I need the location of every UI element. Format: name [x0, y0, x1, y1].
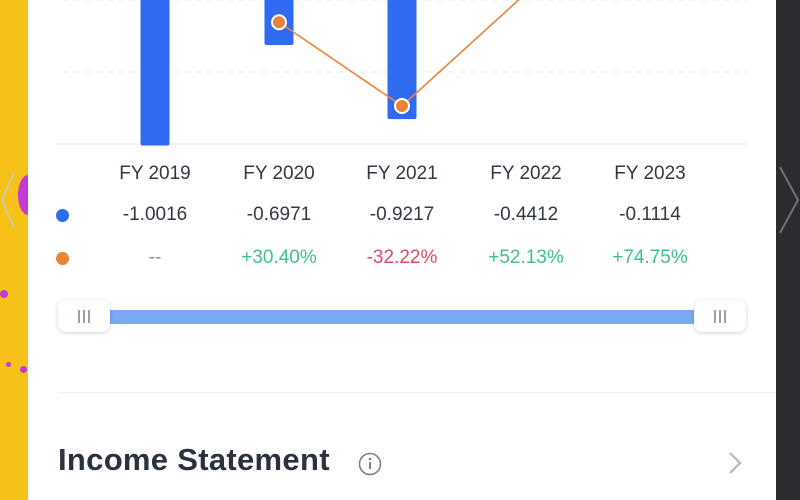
growth-value: -- — [148, 247, 162, 268]
right-background-panel — [776, 0, 800, 500]
eps-value: -1.0016 — [122, 204, 188, 225]
growth-value: -32.22% — [366, 247, 438, 268]
grip-line — [88, 309, 90, 323]
decorative-blob — [0, 290, 8, 298]
growth-point[interactable] — [271, 14, 287, 31]
growth-point[interactable] — [394, 97, 410, 114]
grip-line — [714, 309, 716, 323]
growth-value: +30.40% — [241, 247, 317, 268]
eps-value: -0.1114 — [619, 204, 681, 225]
growth-value: +74.75% — [612, 247, 688, 268]
year-header: FY 2023 — [614, 163, 686, 184]
grip-line — [719, 309, 721, 323]
grip-line — [724, 309, 726, 323]
slider-left-handle[interactable] — [58, 300, 110, 332]
left-background-panel — [0, 0, 38, 500]
growth-legend-dot — [56, 252, 69, 265]
grip-line — [83, 309, 85, 323]
eps-chart — [56, 0, 748, 146]
year-header: FY 2022 — [490, 163, 562, 184]
eps-legend-dot — [56, 209, 69, 222]
decorative-blob — [20, 366, 27, 373]
eps-values-row: -1.0016 -0.6971 -0.9217 -0.4412 -0.1114 — [28, 200, 776, 230]
growth-value: +52.13% — [488, 247, 564, 268]
grip-line — [78, 309, 80, 323]
section-title[interactable]: Income Statement — [58, 442, 330, 477]
year-header: FY 2019 — [119, 163, 191, 184]
slider-right-handle[interactable] — [694, 300, 746, 332]
year-header: FY 2021 — [366, 163, 438, 184]
eps-value: -0.9217 — [369, 204, 435, 225]
range-slider[interactable] — [58, 300, 748, 334]
growth-values-row: -- +30.40% -32.22% +52.13% +74.75% — [28, 243, 776, 273]
eps-bar[interactable] — [387, 0, 417, 120]
year-header-row: FY 2019 FY 2020 FY 2021 FY 2022 FY 2023 — [28, 159, 776, 189]
next-page-arrow-icon[interactable] — [778, 165, 800, 235]
content-card: FY 2019 FY 2020 FY 2021 FY 2022 FY 2023 … — [28, 0, 776, 500]
prev-page-arrow-icon[interactable] — [0, 170, 16, 230]
growth-line — [278, 0, 520, 107]
eps-bar[interactable] — [140, 0, 170, 146]
info-circle-icon[interactable] — [358, 452, 382, 476]
chevron-right-icon[interactable] — [724, 448, 746, 478]
year-header: FY 2020 — [243, 163, 315, 184]
eps-value: -0.4412 — [493, 204, 559, 225]
section-divider — [58, 392, 776, 393]
decorative-blob — [6, 362, 11, 367]
slider-track[interactable] — [108, 310, 718, 324]
eps-value: -0.6971 — [246, 204, 312, 225]
